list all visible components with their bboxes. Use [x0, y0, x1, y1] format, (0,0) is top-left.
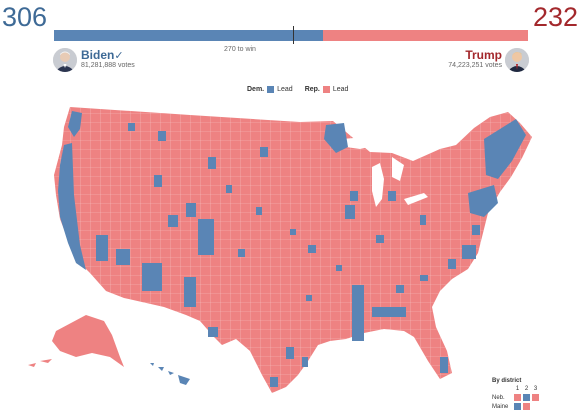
threshold-marker [293, 26, 294, 44]
district-cell [514, 394, 521, 401]
district-row-label: Neb. [492, 394, 505, 401]
district-legend: By district 1 2 3 Neb. Maine [492, 378, 539, 411]
great-lake-superior [342, 137, 378, 149]
district-col-2: 2 [524, 386, 529, 392]
district-cell [514, 403, 521, 410]
electoral-bar-dem-fill [54, 30, 323, 41]
legend-dem-label: Dem. [247, 86, 265, 93]
rep-electoral-votes: 232 [532, 2, 578, 32]
legend-rep-label: Rep. [304, 86, 320, 93]
district-cell [523, 394, 530, 401]
district-col-1: 1 [515, 386, 520, 392]
legend-dem-swatch [267, 86, 275, 93]
electoral-bar [54, 26, 528, 44]
district-row-label: Maine [492, 403, 509, 410]
district-cell [523, 403, 530, 410]
district-row-neb: Neb. [492, 393, 539, 402]
great-lake-michigan [372, 163, 384, 207]
rep-candidate-name: Trump [465, 48, 502, 62]
district-columns: 1 2 3 [514, 386, 539, 393]
threshold-label: 270 to win [224, 46, 256, 53]
legend-dem-lead: Lead [277, 86, 293, 93]
hawaii [150, 363, 190, 385]
person-avatar-icon [505, 48, 529, 72]
check-icon: ✓ [114, 50, 124, 62]
dem-popular-votes: 81,281,888 votes [81, 62, 135, 69]
alaska-islands [28, 359, 52, 367]
district-row-maine: Maine [492, 402, 539, 411]
rep-popular-votes: 74,223,251 votes [448, 62, 502, 69]
district-col-3: 3 [533, 386, 538, 392]
contiguous-us [54, 107, 532, 393]
alaska [28, 315, 124, 367]
dem-electoral-votes: 306 [2, 2, 48, 32]
legend-rep-swatch [322, 86, 330, 93]
dem-avatar [53, 48, 77, 72]
district-legend-title: By district [492, 378, 522, 384]
district-cell [532, 394, 539, 401]
dem-name-text: Biden [81, 48, 115, 62]
map-legend: Dem. Lead Rep. Lead [247, 86, 348, 93]
person-avatar-icon [53, 48, 77, 72]
rep-avatar [505, 48, 529, 72]
legend-rep-lead: Lead [332, 86, 349, 93]
county-grid [54, 107, 532, 393]
great-lake-huron [392, 157, 404, 181]
dem-leaning-counties [58, 111, 526, 387]
alaska-shape [52, 315, 124, 367]
dem-candidate-name: Biden✓ [81, 48, 124, 62]
county-map [28, 107, 532, 393]
great-lake-erie [404, 193, 428, 205]
